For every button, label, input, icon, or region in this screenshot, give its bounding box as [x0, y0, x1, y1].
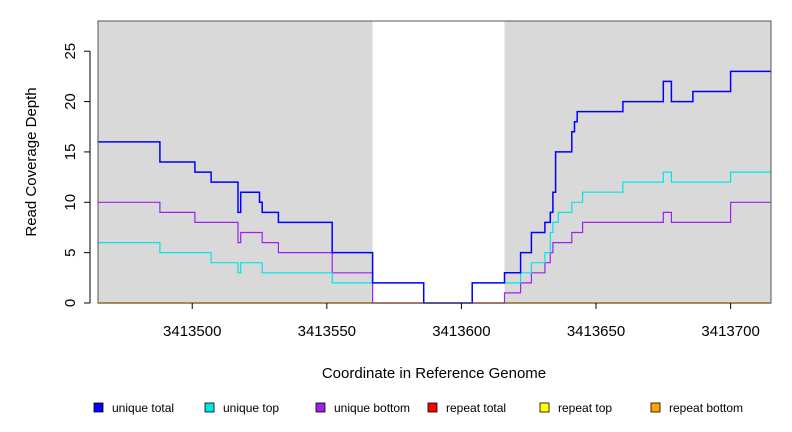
x-tick-label: 3413650 [567, 323, 625, 340]
legend-swatch [204, 402, 215, 413]
legend-label: repeat total [446, 401, 506, 415]
series-line-unique-total [98, 70, 771, 304]
legend-label: unique total [112, 401, 174, 415]
legend-label: repeat top [558, 401, 612, 415]
legend-swatch [93, 402, 104, 413]
legend-item: unique total [93, 401, 174, 415]
y-tick-label: 15 [62, 144, 79, 161]
y-tick-label: 10 [62, 194, 79, 211]
x-axis-title: Coordinate in Reference Genome [322, 365, 546, 382]
y-axis: 0 5 10 15 20 25 [62, 43, 91, 307]
x-tick-label: 3413600 [432, 323, 490, 340]
y-tick-label: 20 [62, 93, 79, 110]
y-axis-title: Read Coverage Depth [23, 87, 40, 236]
legend-item: repeat top [539, 401, 612, 415]
legend-item: repeat total [427, 401, 506, 415]
legend-item: unique bottom [315, 401, 410, 415]
y-tick-label: 5 [62, 248, 79, 256]
legend-swatch [315, 402, 326, 413]
legend-item: repeat bottom [650, 401, 743, 415]
x-tick-label: 3413700 [701, 323, 759, 340]
legend-swatch [427, 402, 438, 413]
legend-item: unique top [204, 401, 279, 415]
series-line-unique-top [98, 171, 771, 304]
shaded-region [98, 21, 373, 303]
shaded-regions [98, 21, 771, 303]
legend: unique total unique top unique bottom repea… [93, 401, 743, 415]
legend-label: unique top [223, 401, 279, 415]
x-tick-label: 3413550 [298, 323, 356, 340]
x-tick-label: 3413500 [163, 323, 221, 340]
x-axis: 3413500 3413550 3413600 3413650 3413700 [163, 303, 760, 340]
legend-swatch [539, 402, 550, 413]
legend-label: repeat bottom [669, 401, 743, 415]
y-tick-label: 25 [62, 43, 79, 60]
shaded-region [504, 21, 771, 303]
y-tick-label: 0 [62, 299, 79, 307]
plot-frame [97, 20, 772, 304]
legend-swatch [650, 402, 661, 413]
legend-label: unique bottom [334, 401, 410, 415]
